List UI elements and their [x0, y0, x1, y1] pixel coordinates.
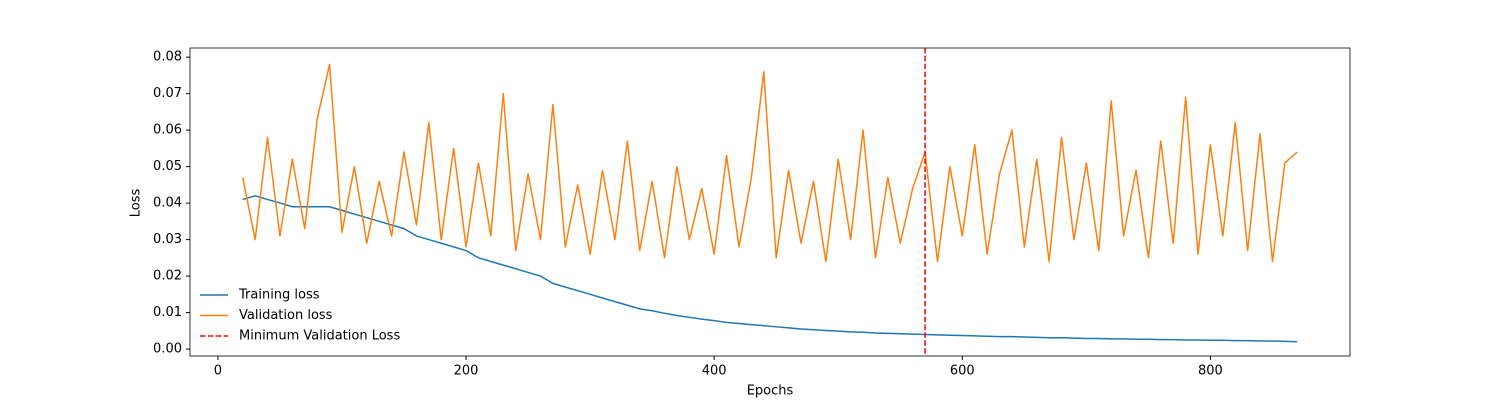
plot-frame: [189, 47, 1351, 357]
x-axis-label: Epochs: [747, 384, 794, 399]
y-tick-label: 0.07: [153, 86, 182, 101]
y-tick-label: 0.02: [153, 269, 182, 284]
y-tick-label: 0.04: [153, 196, 182, 211]
legend-label: Validation loss: [239, 308, 333, 323]
y-tick-label: 0.01: [153, 305, 182, 320]
x-tick-label: 400: [702, 364, 727, 379]
y-tick-label: 0.05: [153, 159, 182, 174]
line-series: [242, 195, 1298, 343]
y-tick-label: 0.06: [153, 123, 182, 138]
x-tick-label: 600: [950, 364, 975, 379]
x-tick-label: 800: [1198, 364, 1223, 379]
legend-label: Minimum Validation Loss: [239, 329, 400, 344]
line-series: [241, 63, 1298, 263]
y-axis-label: Loss: [129, 189, 144, 218]
legend-label: Training loss: [238, 288, 320, 303]
x-tick-label: 0: [214, 364, 222, 379]
y-tick-label: 0.03: [153, 232, 182, 247]
x-tick-label: 200: [454, 364, 479, 379]
y-tick-label: 0.08: [153, 50, 182, 65]
y-tick-label: 0.00: [153, 342, 182, 357]
